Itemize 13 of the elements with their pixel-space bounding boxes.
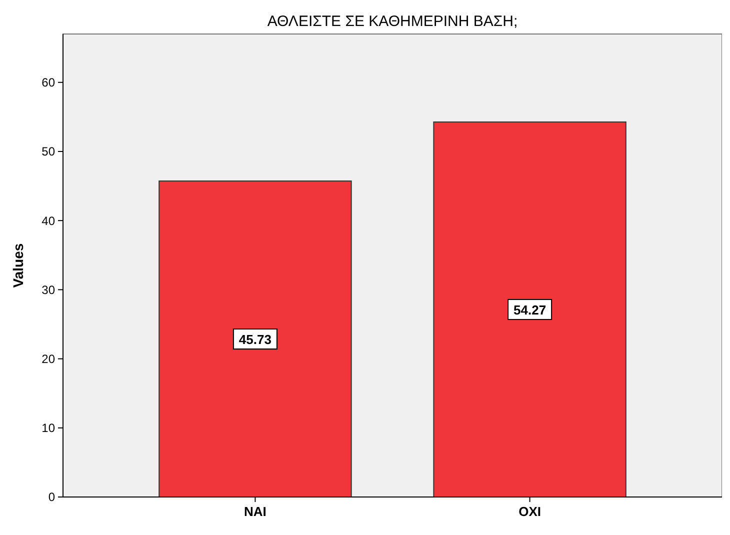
y-tick-label: 10 (42, 421, 56, 436)
y-tick-label: 20 (42, 352, 56, 366)
chart-title: ΑΘΛΕΙΣΤΕ ΣΕ ΚΑΘΗΜΕΡΙΝΗ ΒΑΣΗ; (267, 13, 518, 30)
x-tick-label: ΟΧΙ (518, 504, 541, 519)
y-axis-title: Values (10, 243, 26, 288)
y-tick-label: 30 (42, 282, 56, 297)
y-tick-label: 0 (48, 490, 56, 504)
data-label: 54.27 (514, 302, 546, 318)
y-tick-label: 50 (42, 144, 56, 159)
data-label: 45.73 (238, 332, 272, 347)
y-tick-label: 60 (42, 76, 56, 90)
x-tick-label: ΝΑΙ (244, 504, 266, 519)
y-tick-label: 40 (42, 214, 56, 228)
